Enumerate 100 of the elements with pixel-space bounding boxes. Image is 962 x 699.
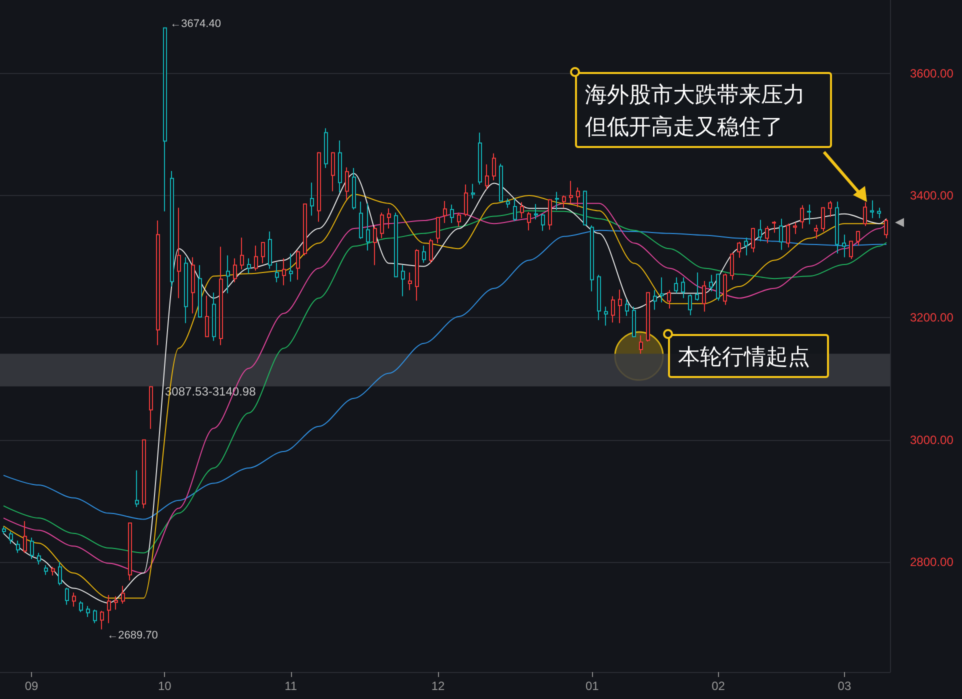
candlestick (695, 272, 699, 302)
candlestick (240, 237, 244, 270)
candlestick (877, 207, 881, 219)
candlestick (184, 256, 188, 324)
candlestick (121, 585, 125, 604)
candlestick (37, 552, 41, 565)
candlestick (534, 204, 538, 220)
candlestick (268, 231, 272, 270)
candlestick (317, 152, 321, 222)
candlestick (457, 212, 461, 228)
candlestick (450, 204, 454, 224)
candlestick (786, 223, 790, 248)
candlestick (863, 202, 867, 227)
candlestick (800, 204, 804, 229)
candlestick (226, 254, 230, 294)
candlestick (212, 292, 216, 342)
y-tick-label: 3400.00 (910, 188, 954, 202)
candlestick (618, 289, 622, 324)
candlestick (177, 207, 181, 299)
candlestick (590, 224, 594, 292)
annotation: ←2689.70 (107, 629, 158, 642)
candlestick (163, 27, 167, 212)
candlestick (72, 592, 76, 608)
candlestick (23, 520, 27, 554)
candlestick (674, 276, 678, 294)
candlestick (513, 198, 517, 222)
candlestick (380, 212, 384, 239)
candlestick (471, 183, 475, 200)
annotation: 海外股市大跌带来压力 (585, 81, 806, 109)
candlestick (198, 264, 202, 318)
annotation: ←3674.40 (170, 18, 221, 30)
annotation: 本轮行情起点 (678, 343, 811, 371)
candlestick (541, 213, 545, 232)
candlestick (65, 587, 69, 606)
x-tick-label: 02 (712, 679, 726, 693)
candlestick (408, 272, 412, 291)
candlestick (569, 180, 573, 204)
candlestick (856, 230, 860, 246)
candlestick (723, 273, 727, 306)
candlestick (51, 566, 55, 576)
candlestick (394, 212, 398, 278)
candlestick (772, 220, 776, 234)
line-series (3, 230, 887, 520)
y-tick-label: 2800.00 (910, 555, 954, 570)
candlestick (436, 216, 440, 244)
candlestick (352, 168, 356, 210)
candlestick (254, 245, 258, 272)
candlestick (751, 227, 755, 253)
candlestick (191, 256, 195, 314)
candlestick (359, 201, 363, 240)
candlestick (576, 187, 580, 208)
candlestick (702, 280, 706, 312)
candlestick (709, 274, 713, 292)
candlestick (331, 152, 335, 192)
candlestick (296, 250, 300, 280)
candlestick (730, 252, 734, 280)
candlestick (611, 296, 615, 324)
candlestick (149, 386, 153, 430)
candlestick (261, 242, 265, 264)
candlestick (135, 470, 139, 508)
candlestick (429, 238, 433, 264)
candlestick (387, 208, 391, 229)
candlestick (142, 439, 146, 509)
callout-box: 本轮行情起点 (668, 334, 829, 378)
candlestick (324, 128, 328, 168)
candlestick (275, 262, 279, 283)
candlestick (485, 164, 489, 190)
candlestick (667, 290, 671, 310)
candlestick (870, 200, 874, 219)
candlestick (93, 609, 97, 624)
candlestick (639, 334, 643, 354)
candlestick (310, 182, 314, 216)
candlestick (583, 190, 587, 226)
candlestick (765, 226, 769, 244)
candlestick (303, 204, 307, 256)
candlestick (86, 606, 90, 618)
candlestick (478, 132, 482, 185)
candlestick (758, 219, 762, 242)
candlestick (205, 295, 209, 338)
candlestick (499, 163, 503, 202)
x-tick-label: 03 (838, 679, 852, 693)
candlestick (464, 184, 468, 217)
candlestick (338, 140, 342, 193)
candlestick (128, 522, 132, 581)
candlestick (16, 540, 20, 554)
candlestick (443, 200, 447, 224)
candlestick (247, 258, 251, 274)
candlestick (415, 248, 419, 302)
x-tick-label: 09 (24, 679, 39, 693)
candlestick (849, 240, 853, 260)
candlestick (632, 306, 636, 338)
candlestick (422, 245, 426, 264)
y-tick-label: 3200.00 (910, 310, 954, 325)
candlestick (492, 152, 496, 181)
candlestick (345, 166, 349, 200)
x-tick-label: 11 (284, 679, 298, 693)
candlestick (842, 234, 846, 258)
y-tick-label: 3600.00 (910, 66, 954, 80)
annotation: 但低开高走又稳住了 (585, 113, 784, 141)
candlestick (44, 564, 48, 576)
